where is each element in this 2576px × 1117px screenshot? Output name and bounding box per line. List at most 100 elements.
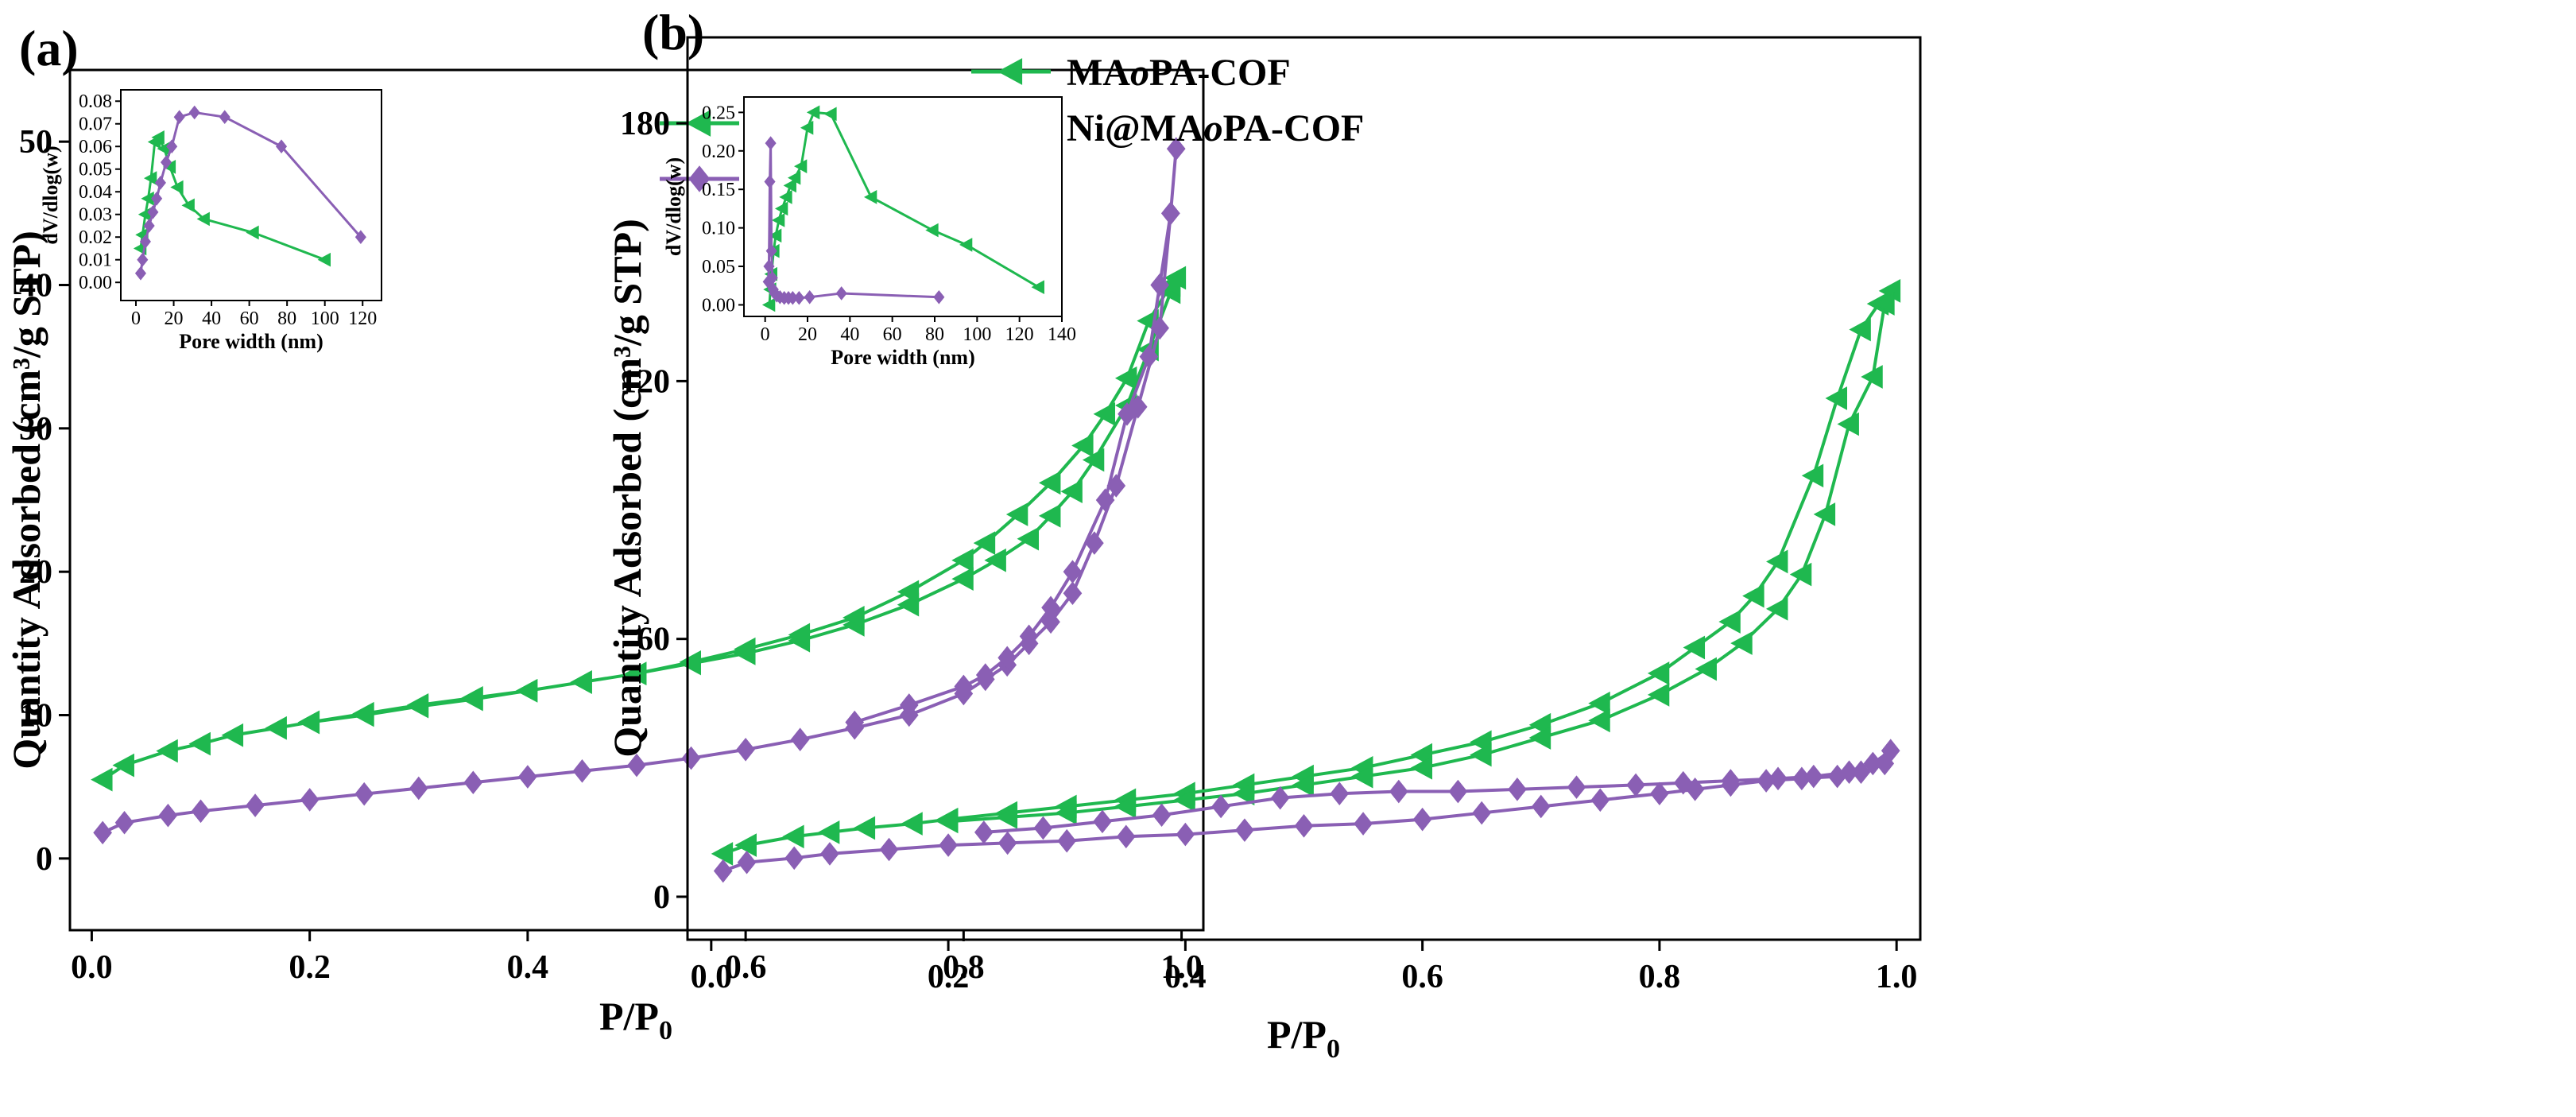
inset-data-point [166,139,178,154]
inset-data-point [354,230,366,245]
x-tick-label: 1.0 [1160,949,1203,986]
data-point [1863,751,1883,776]
data-point [1695,657,1717,681]
y-tick-label: 30 [19,411,52,448]
inset-data-point [275,139,288,154]
inset-x-tick-label: 100 [311,308,339,329]
data-point [1650,782,1669,806]
inset-x-tick-label: 20 [165,308,184,329]
data-point [1472,801,1492,825]
inset-y-tick-label: 0.00 [79,273,112,293]
x-tick-label: 0.2 [928,959,970,995]
chart-panel-b: 0.0 0.2 0.4 0.6 0.8 1.0 0 60 120 180 P/P0 Quantity … [605,4,1922,1064]
inset-data-point [787,170,801,185]
data-point [1211,794,1230,819]
data-point [1647,661,1670,685]
inset-y-tick-label: 0.07 [79,114,112,135]
data-point [1873,292,1895,316]
data-point [1803,764,1823,789]
data-point [936,809,959,834]
data-point [1647,683,1670,707]
data-point [1150,316,1169,340]
data-point [1017,526,1040,551]
data-point [1588,691,1610,716]
data-point [352,703,374,727]
inset-x-tick-label: 120 [348,308,377,329]
inset-data-point [800,120,814,135]
data-point [1626,773,1645,797]
legend-label-part: Ni@MA [1067,107,1204,149]
data-point [737,850,757,875]
inset-data-point [863,190,877,204]
data-point [158,803,178,828]
inset-data-point [173,110,185,124]
inset-y-tick-label: 0.20 [702,142,735,162]
inset-data-point [793,159,808,173]
inset-y-tick-label: 0.05 [79,160,112,180]
data-point [951,548,974,572]
inset-x-tick-label: 80 [277,308,296,329]
data-point [1114,366,1137,390]
inset-data-point [783,178,796,193]
inset-x-axis-label: Pore width (nm) [831,346,975,369]
plot-frame [68,68,1205,932]
data-point [1063,560,1083,584]
data-point [1038,471,1061,495]
data-point [1470,743,1492,767]
data-point [1232,782,1255,806]
data-point [843,606,865,630]
data-point [1839,760,1859,785]
x-axis-label-subscript: 0 [659,1016,672,1045]
x-tick-label: 0.8 [1639,959,1681,995]
inset-x-axis-label: Pore width (nm) [179,330,323,353]
x-tick-label: 1.0 [1876,959,1918,995]
data-point [1041,610,1060,634]
data-point [1588,708,1610,733]
data-point [853,816,876,840]
data-point [1041,595,1060,620]
data-point [1166,137,1186,161]
data-point [1055,801,1077,825]
inset-data-point [768,228,782,243]
data-point [1765,549,1788,574]
inset-y-tick-label: 0.00 [702,295,735,316]
data-point [1768,766,1788,791]
y-tick-label: 0 [36,841,52,878]
data-point [1139,344,1159,369]
data-point [1742,584,1764,608]
data-point [1590,788,1610,813]
inset-chart: 0 20 40 60 80 100 120 140 0.00 0.05 0.10 0.15 0.20 0.… [662,96,1076,369]
inset-y-tick-label: 0.04 [79,182,112,203]
series-Ni@MAoPA-COF [713,739,1900,883]
inset-data-point [143,171,157,185]
data-point [1082,448,1105,472]
data-point [1114,794,1137,819]
data-point [1789,562,1812,587]
inset-data-point [765,136,777,150]
data-point [112,753,134,778]
data-point [784,846,804,871]
legend-label-part: MA [1067,52,1130,94]
series-MAmPA-COF [91,266,1187,792]
y-tick-label: 180 [620,106,670,142]
data-point [1330,782,1350,806]
x-tick-label: 0.6 [1401,959,1443,995]
data-point [1158,273,1181,297]
y-axis-label: Quantity Adsorbed (cm³/g STP) [4,231,48,770]
data-point [1567,775,1586,799]
data-point [297,710,320,735]
inset-y-tick-label: 0.05 [702,257,735,277]
x-tick-label: 0.2 [289,949,331,986]
data-point [975,663,995,687]
data-point [782,824,804,849]
data-point [973,531,996,555]
inset-y-tick-label: 0.02 [79,227,112,248]
data-point [1093,401,1115,426]
data-point [1389,779,1408,804]
data-point [627,753,646,778]
inset-y-tick-label: 0.25 [702,103,735,123]
inset-frame [743,96,1063,317]
x-tick-label: 0.4 [1164,959,1207,995]
inset-data-point [933,289,945,304]
